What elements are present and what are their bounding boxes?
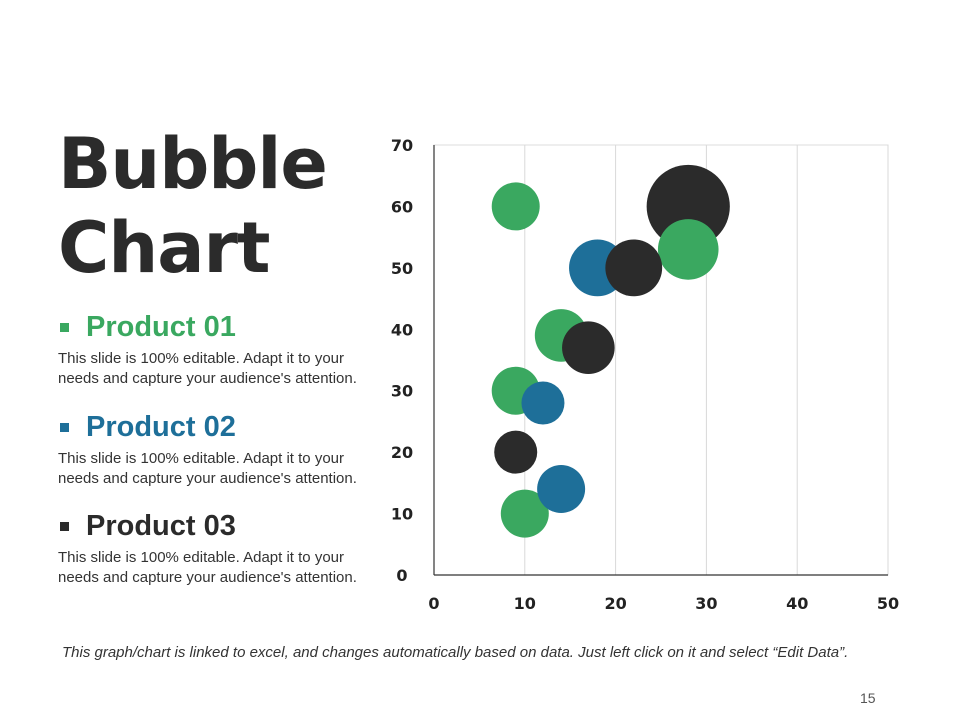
bubble-product-03[interactable]: Product 03 (22, 50) xyxy=(605,239,663,297)
x-tick-label: 40 xyxy=(786,594,808,613)
product-description: This slide is 100% editable. Adapt it to… xyxy=(58,350,357,387)
bubble-product-01[interactable]: Product 01 (28, 53) xyxy=(657,219,719,280)
x-tick-label: 20 xyxy=(604,594,626,613)
bubble-product-03[interactable]: Product 03 (28, 60) xyxy=(646,164,730,249)
x-tick-label: 0 xyxy=(428,594,439,613)
y-tick-label: 40 xyxy=(391,320,413,339)
product-block-1: Product 01 This slide is 100% editable. … xyxy=(58,309,390,389)
y-tick-label: 50 xyxy=(391,259,413,278)
y-tick-label: 70 xyxy=(391,136,413,155)
bubble-layer: Product 03 (28, 60)Product 01 (28, 53)Pr… xyxy=(491,164,730,538)
y-tick-label: 10 xyxy=(391,505,413,524)
product-description: This slide is 100% editable. Adapt it to… xyxy=(58,450,357,487)
product-block-3: Product 03 This slide is 100% editable. … xyxy=(58,508,390,588)
bullet-square-icon xyxy=(60,422,69,432)
slide-title: Bubble Chart xyxy=(58,122,328,290)
y-tick-label: 60 xyxy=(391,197,413,216)
product-description: This slide is 100% editable. Adapt it to… xyxy=(58,549,357,586)
title-line-2: Chart xyxy=(58,207,270,289)
bubble-product-02[interactable]: Product 02 (14, 14) xyxy=(537,465,586,513)
product-name: Product 02 xyxy=(86,410,236,443)
bubble-product-03[interactable]: Product 03 (9, 20) xyxy=(494,430,538,474)
title-line-1: Bubble xyxy=(58,123,328,205)
y-tick-label: 0 xyxy=(396,566,407,585)
bubble-product-01[interactable]: Product 01 (10, 10) xyxy=(500,489,549,538)
product-name: Product 01 xyxy=(86,310,236,343)
y-tick-label: 30 xyxy=(391,382,413,401)
footer-note: This graph/chart is linked to excel, and… xyxy=(62,644,849,661)
product-name: Product 03 xyxy=(86,509,236,542)
bubble-product-02[interactable]: Product 02 (12, 28) xyxy=(521,381,565,425)
x-tick-label: 10 xyxy=(514,594,536,613)
y-tick-label: 20 xyxy=(391,443,413,462)
bubble-product-01[interactable]: Product 01 (9, 60) xyxy=(491,182,540,231)
x-tick-label: 50 xyxy=(877,594,899,613)
bubble-product-03[interactable]: Product 03 (17, 37) xyxy=(562,321,615,375)
page-number: 15 xyxy=(860,690,876,706)
x-tick-label: 30 xyxy=(695,594,717,613)
bullet-square-icon xyxy=(60,521,69,531)
axis-layer: 0 10 20 30 40 50 0 10 20 30 40 50 60 70 xyxy=(391,136,899,613)
product-block-2: Product 02 This slide is 100% editable. … xyxy=(58,409,390,489)
bullet-square-icon xyxy=(60,322,69,332)
